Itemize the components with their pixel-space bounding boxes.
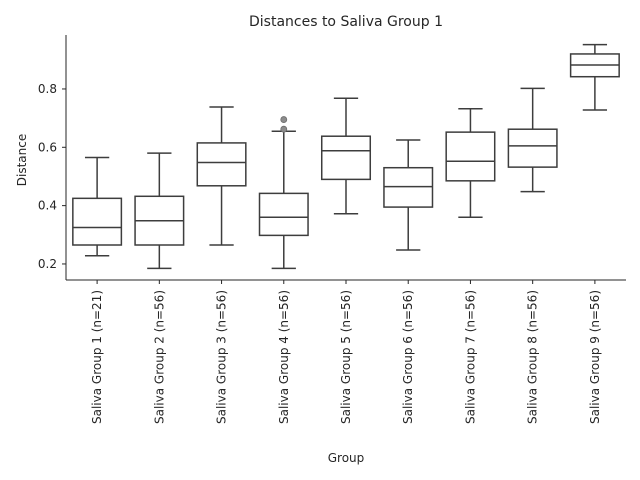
y-tick-label: 0.8 [38,82,57,96]
y-tick-label: 0.6 [38,140,57,154]
iqr-box [320,135,372,181]
x-tick-label: Saliva Group 5 (n=56) [339,290,353,424]
x-axis-label: Group [328,451,365,465]
box-group [134,152,185,270]
iqr-box [196,142,247,187]
y-tick-label: 0.2 [38,257,57,271]
x-ticks: Saliva Group 1 (n=21) Saliva Group 2 (n=5… [90,280,602,424]
x-tick-label: Saliva Group 7 (n=56) [463,290,477,424]
iqr-box [258,192,309,237]
iqr-box [507,128,558,168]
x-tick-label: Saliva Group 8 (n=56) [526,290,540,424]
outlier-point [280,116,288,123]
y-tick-label: 0.4 [38,199,57,213]
y-axis-label: Distance [15,134,29,186]
chart-title: Distances to Saliva Group 1 [249,14,443,30]
iqr-box [445,131,496,182]
box-group [445,108,496,219]
y-ticks: 0.2 0.4 0.6 0.8 [38,82,66,271]
x-tick-label: Saliva Group 1 (n=21) [90,290,104,424]
x-tick-label: Saliva Group 4 (n=56) [277,290,291,424]
iqr-box [72,197,123,246]
box-group [569,43,620,111]
x-tick-label: Saliva Group 2 (n=56) [152,290,166,424]
x-tick-label: Saliva Group 6 (n=56) [401,290,415,424]
box-group [507,87,558,193]
box-group [320,97,372,215]
box-group [383,139,434,251]
box-group [72,156,123,257]
x-tick-label: Saliva Group 3 (n=56) [215,290,229,424]
outlier-point [280,125,288,133]
box-group [258,116,309,270]
box-group [196,106,247,246]
boxes [72,43,620,270]
x-tick-label: Saliva Group 9 (n=56) [588,290,602,424]
